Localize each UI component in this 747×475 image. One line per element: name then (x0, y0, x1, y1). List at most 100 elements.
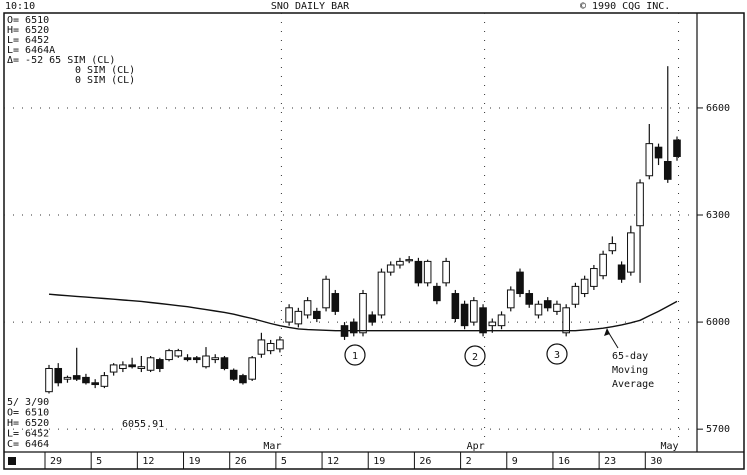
candle-body (460, 303, 469, 327)
candle-body (359, 293, 367, 334)
candle-body (137, 366, 146, 369)
x-tick-label: 16 (558, 456, 570, 467)
marker-label: 1 (352, 351, 358, 362)
candle-body (257, 339, 266, 355)
x-tick-label: 2 (466, 456, 472, 467)
candle-body (276, 339, 284, 350)
x-tick-label: 19 (373, 456, 385, 467)
y-tick-label: 6300 (706, 210, 730, 221)
candle-body (433, 285, 441, 302)
y-tick-label: 5700 (706, 424, 730, 435)
candle-body (580, 278, 589, 295)
month-label: Apr (467, 441, 485, 452)
candle-body (590, 268, 598, 287)
candle-body (377, 271, 386, 316)
x-tick-label: 26 (419, 456, 431, 467)
candle-body (229, 369, 238, 380)
readout-line: L= 6452 (7, 35, 49, 46)
readout-line: 5/ 3/90 (7, 397, 49, 408)
candle-body (202, 355, 210, 368)
candle-body (45, 367, 53, 393)
candle-body (423, 260, 432, 284)
x-tick-label: 19 (189, 456, 201, 467)
readout-line: Δ= -52 65 SIM (CL) (7, 55, 115, 66)
candle-body (313, 310, 321, 320)
candle-body (54, 367, 63, 384)
candle-body (673, 139, 681, 157)
candle-body (543, 300, 552, 309)
candle-body (442, 260, 450, 284)
marker-circle (546, 343, 568, 365)
candle-body (562, 307, 570, 334)
x-tick-label: 5 (281, 456, 287, 467)
candle-body (239, 375, 247, 384)
readout-line: H= 6520 (7, 25, 49, 36)
candle-body (525, 293, 534, 305)
candle-body (599, 253, 607, 277)
candle-body (174, 350, 183, 357)
time: 10:10 (5, 1, 35, 12)
candle-body (248, 357, 256, 380)
candle-body (368, 314, 377, 323)
candle-body (663, 160, 672, 180)
x-tick-label: 5 (96, 456, 102, 467)
frame (3, 12, 745, 470)
candle-body (636, 182, 644, 227)
candle-body (627, 232, 635, 273)
candle-body (451, 293, 460, 320)
chart-title: SNO DAILY BAR (271, 1, 350, 12)
candle-body (516, 271, 524, 295)
y-tick-label: 6600 (706, 103, 730, 114)
candle-body (497, 314, 506, 327)
candle-body (165, 350, 173, 361)
candle-body (331, 293, 340, 312)
candle-body (654, 146, 663, 159)
readout-line: C= 6464 (7, 439, 49, 450)
ma-label: Moving (612, 365, 648, 376)
readout-line: 0 SIM (CL) (75, 75, 135, 86)
corner-box (8, 457, 16, 465)
candle-body (82, 376, 90, 384)
candle-body (266, 342, 275, 352)
month-label: Mar (263, 441, 281, 452)
marker-circle (464, 345, 486, 367)
candle-body (322, 278, 330, 309)
x-tick-label: 29 (50, 456, 62, 467)
candle-body (617, 264, 626, 280)
candle-body (470, 300, 478, 323)
ma-label: Average (612, 379, 654, 390)
candle-body (553, 303, 561, 312)
candle-body (386, 264, 395, 273)
readout-line: L= 6464A (7, 45, 55, 56)
ma-arrowhead (604, 328, 610, 336)
month-label: May (661, 441, 679, 452)
marker-label: 2 (472, 352, 478, 363)
marker-circle (344, 344, 366, 366)
candle-body (479, 307, 487, 334)
candle-body (303, 300, 312, 316)
x-tick-label: 26 (235, 456, 247, 467)
x-tick-label: 12 (142, 456, 154, 467)
candle-body (156, 359, 164, 369)
candle-body (183, 357, 192, 361)
candle-body (414, 260, 423, 284)
readout-line: O= 6510 (7, 15, 49, 26)
candle-body (63, 376, 72, 380)
candle-body (396, 260, 404, 266)
candle-body (72, 375, 81, 380)
copyright: © 1990 CQG INC. (580, 1, 670, 12)
candle-body (285, 307, 293, 323)
readout-line: L= 6452 (7, 429, 49, 440)
candle-body (534, 303, 543, 316)
moving-average (48, 293, 678, 332)
readout-line: O= 6510 (7, 408, 49, 419)
readout-line: H= 6520 (7, 418, 49, 429)
candle-body (128, 364, 136, 368)
candle-body (119, 364, 127, 369)
candle-body (645, 143, 654, 177)
x-tick-label: 12 (327, 456, 339, 467)
ma-label: 65-day (612, 351, 648, 362)
candle-body (405, 259, 413, 262)
candle-body (100, 375, 109, 387)
